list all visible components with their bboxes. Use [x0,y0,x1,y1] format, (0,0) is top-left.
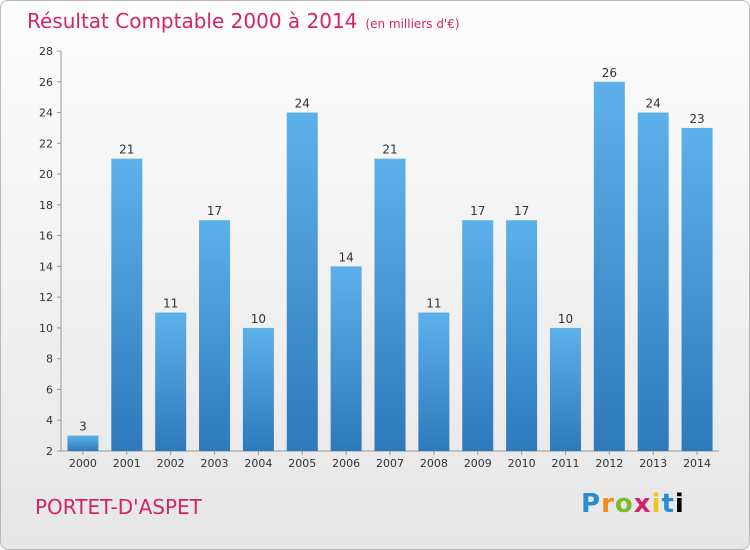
y-tick-label: 10 [39,322,53,335]
bar [593,81,625,452]
x-tick-label: 2001 [113,457,141,470]
x-tick-label: 2006 [332,457,360,470]
x-tick-label: 2007 [376,457,404,470]
chart-bars: 3 21 11 17 10 24 14 21 11 17 17 10 26 24 23 [67,66,713,452]
x-tick-label: 2000 [69,457,97,470]
y-tick-label: 28 [39,45,53,58]
data-label: 17 [514,204,529,218]
data-label: 21 [119,143,134,157]
x-tick-label: 2005 [288,457,316,470]
bar [374,158,406,451]
x-tick-label: 2003 [201,457,229,470]
proxiti-logo[interactable]: Proxiti [581,489,685,519]
x-tick-label: 2009 [464,457,492,470]
bar [637,112,669,452]
x-tick-label: 2008 [420,457,448,470]
bar [549,327,581,451]
bar [199,220,231,451]
y-tick-label: 16 [39,230,53,243]
x-tick-label: 2011 [551,457,579,470]
y-tick-label: 22 [39,137,53,150]
chart-title-text: Résultat Comptable 2000 à 2014 [27,9,358,33]
y-tick-label: 12 [39,291,53,304]
x-tick-label: 2014 [683,457,711,470]
x-tick-label: 2004 [244,457,272,470]
y-tick-label: 4 [46,414,53,427]
x-tick-label: 2002 [157,457,185,470]
data-label: 23 [689,112,704,126]
bar [286,112,318,452]
bar [681,127,713,451]
bar [418,312,450,451]
data-label: 10 [558,312,573,326]
data-label: 26 [602,66,617,80]
bar [155,312,187,451]
bar [111,158,143,451]
bar [242,327,274,451]
data-label: 24 [295,97,310,111]
y-tick-label: 18 [39,199,53,212]
y-tick-label: 24 [39,107,53,120]
chart-title: Résultat Comptable 2000 à 2014 (en millie… [27,9,460,33]
bar [67,435,99,451]
y-tick-label: 20 [39,168,53,181]
y-tick-label: 6 [46,383,53,396]
y-tick-label: 26 [39,76,53,89]
data-label: 17 [470,204,485,218]
bar [462,220,494,451]
data-label: 10 [251,312,266,326]
y-tick-label: 8 [46,353,53,366]
y-tick-label: 2 [46,445,53,458]
bar [330,266,362,451]
bar [506,220,538,451]
data-label: 3 [79,420,87,434]
chart-subtitle: (en milliers d'€) [365,17,460,31]
data-label: 14 [338,250,353,264]
data-label: 21 [382,143,397,157]
x-tick-label: 2012 [595,457,623,470]
data-label: 11 [163,297,178,311]
y-tick-label: 14 [39,260,53,273]
data-label: 11 [426,297,441,311]
x-tick-label: 2010 [508,457,536,470]
x-tick-label: 2013 [639,457,667,470]
commune-name: PORTET-D'ASPET [35,495,202,519]
data-label: 24 [646,97,661,111]
data-label: 17 [207,204,222,218]
